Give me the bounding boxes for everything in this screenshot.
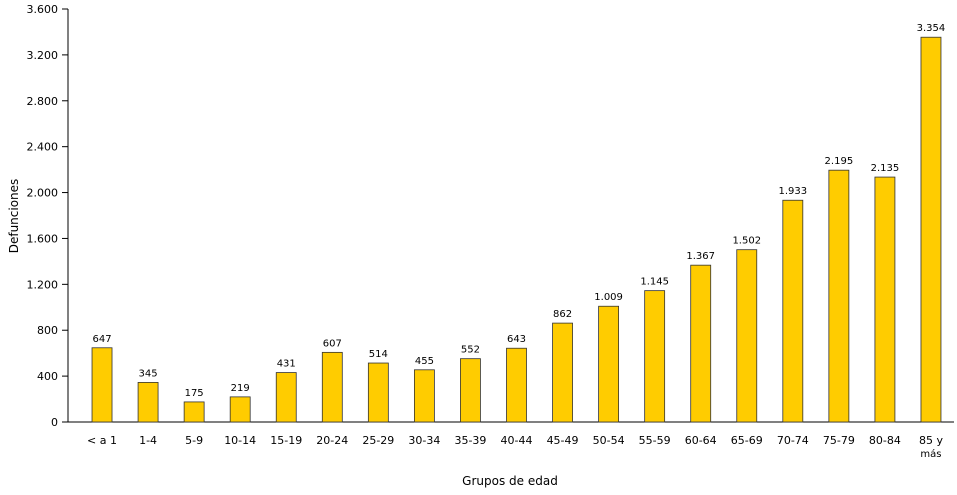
- x-tick-label: < a 1: [87, 434, 117, 447]
- bar: [782, 199, 804, 423]
- bar: [690, 264, 712, 423]
- bar: [506, 347, 527, 423]
- x-tick-label: 50-54: [593, 434, 625, 447]
- x-tick-label: 85 y más: [919, 434, 943, 460]
- bar: [275, 372, 297, 423]
- x-tick-label: 80-84: [869, 434, 901, 447]
- bar: [91, 347, 113, 423]
- y-tick-label: 2.400: [27, 141, 59, 154]
- bar: [413, 369, 435, 423]
- y-tick-label: 0: [51, 416, 58, 429]
- bar: [137, 382, 159, 423]
- x-tick-label: 20-24: [316, 434, 348, 447]
- bar: [229, 396, 251, 423]
- y-tick-label: 3.600: [27, 3, 59, 16]
- x-tick-label-line: 85 y: [919, 434, 943, 447]
- data-label: 1.367: [686, 251, 715, 262]
- y-axis-label: Defunciones: [7, 179, 21, 254]
- data-label: 643: [507, 334, 526, 345]
- data-label: 1.933: [778, 186, 807, 197]
- bar: [736, 249, 758, 423]
- bar: [367, 362, 389, 423]
- x-tick-label: 10-14: [224, 434, 256, 447]
- bar: [644, 290, 666, 423]
- y-tick-label: 400: [37, 370, 58, 383]
- data-label: 2.195: [825, 156, 854, 167]
- y-tick-label: 800: [37, 324, 58, 337]
- y-tick-label: 2.800: [27, 95, 59, 108]
- bar: [321, 351, 343, 423]
- bar: [552, 322, 573, 423]
- bar: [598, 305, 620, 423]
- data-label: 2.135: [871, 163, 900, 174]
- x-tick-label: 5-9: [185, 434, 203, 447]
- x-tick-label: 35-39: [454, 434, 486, 447]
- data-label: 3.354: [917, 23, 946, 34]
- bar: [183, 401, 205, 423]
- data-label: 345: [139, 368, 158, 379]
- x-tick-label: 65-69: [731, 434, 763, 447]
- y-tick-label: 3.200: [27, 49, 59, 62]
- x-tick-label: 60-64: [685, 434, 717, 447]
- data-label: 514: [369, 349, 388, 360]
- x-axis-label: Grupos de edad: [462, 474, 558, 488]
- data-label: 431: [277, 359, 296, 370]
- data-label: 175: [185, 388, 204, 399]
- data-label: 1.502: [732, 236, 761, 247]
- x-tick-label: 70-74: [777, 434, 809, 447]
- bar: [920, 36, 942, 423]
- y-tick-label: 1.600: [27, 232, 59, 245]
- y-tick-label: 2.000: [27, 187, 59, 200]
- x-tick-label-line: más: [920, 448, 941, 460]
- data-label: 647: [92, 334, 111, 345]
- x-tick-label: 40-44: [501, 434, 533, 447]
- data-label: 455: [415, 356, 434, 367]
- bar: [460, 358, 481, 423]
- bar: [874, 176, 896, 423]
- data-label: 552: [461, 345, 480, 356]
- x-tick-label: 55-59: [639, 434, 671, 447]
- data-label: 1.009: [594, 292, 623, 303]
- data-label: 1.145: [640, 277, 669, 288]
- x-tick-label: 15-19: [270, 434, 302, 447]
- x-tick-label: 45-49: [547, 434, 579, 447]
- data-label: 862: [553, 309, 572, 320]
- x-tick-label: 1-4: [139, 434, 157, 447]
- x-tick-label: 30-34: [408, 434, 440, 447]
- data-label: 607: [323, 338, 342, 349]
- x-tick-label: 75-79: [823, 434, 855, 447]
- y-tick-label: 1.200: [27, 278, 59, 291]
- data-label: 219: [231, 383, 250, 394]
- x-tick-label: 25-29: [362, 434, 394, 447]
- bar: [828, 169, 850, 423]
